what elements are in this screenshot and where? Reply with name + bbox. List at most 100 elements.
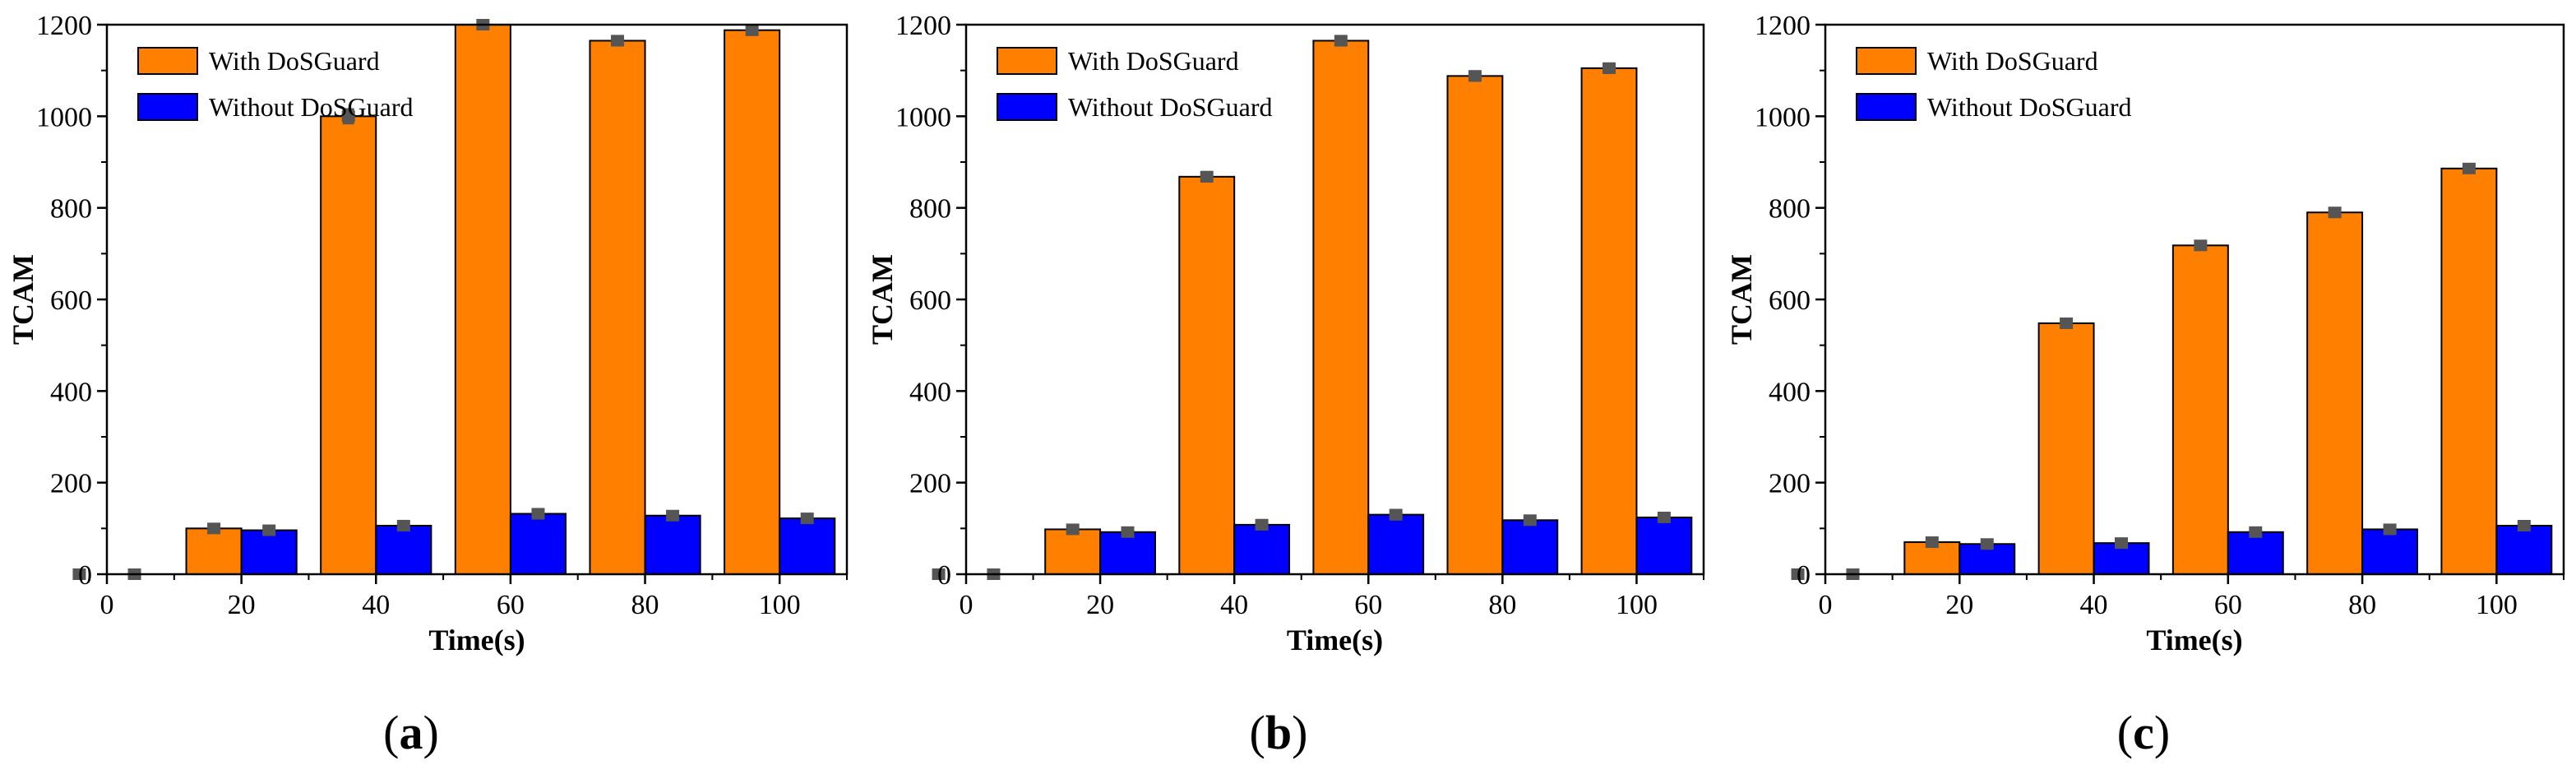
x-tick-label: 0 xyxy=(960,590,974,620)
legend-swatch-with xyxy=(997,47,1057,75)
legend: With DoSGuard Without DoSGuard xyxy=(997,46,1272,122)
error-bar-with-100 xyxy=(2462,162,2476,174)
bar-without-100 xyxy=(1635,516,1693,575)
y-tick-label: 400 xyxy=(50,377,92,407)
x-tick-label: 40 xyxy=(2080,590,2108,620)
y-tick-label: 200 xyxy=(50,469,92,499)
error-bar-marker xyxy=(2462,162,2476,174)
error-bar-marker xyxy=(1121,526,1135,538)
panel-label-open: ( xyxy=(383,706,399,759)
y-axis-title: TCAM xyxy=(7,254,39,345)
error-bar-marker xyxy=(1523,514,1537,526)
x-tick-label: 0 xyxy=(1819,590,1833,620)
error-bar-with-20 xyxy=(1925,536,1939,549)
error-bar-marker xyxy=(207,522,221,535)
error-bar-with-20 xyxy=(1066,523,1080,536)
error-bar-marker xyxy=(1389,508,1403,521)
panel-label: (c) xyxy=(2117,706,2170,759)
panel-label-open: ( xyxy=(2117,706,2133,759)
bar-without-80 xyxy=(1501,519,1559,576)
legend-swatch-without xyxy=(137,93,198,121)
error-bar-without-40 xyxy=(1255,518,1269,531)
legend-label-with: With DoSGuard xyxy=(1068,46,1239,76)
bar-with-40 xyxy=(2037,322,2095,575)
bar-with-100 xyxy=(2440,167,2498,575)
error-bar-without-20 xyxy=(262,524,276,536)
y-tick-label: 200 xyxy=(1769,469,1811,499)
y-tick-label: 800 xyxy=(50,194,92,225)
error-bar-with-0 xyxy=(72,568,86,580)
x-axis-title: Time(s) xyxy=(2146,624,2242,656)
panel-label: (a) xyxy=(383,706,439,759)
y-tick-label: 400 xyxy=(1769,377,1811,407)
bar-without-100 xyxy=(779,517,836,575)
error-bar-marker xyxy=(1925,536,1939,549)
y-tick-label: 1200 xyxy=(1755,11,1811,41)
error-bar-marker xyxy=(262,524,276,536)
x-tick-label: 20 xyxy=(228,590,256,620)
error-bar-marker xyxy=(2060,317,2074,329)
error-bar-without-80 xyxy=(1523,514,1537,526)
bar-with-40 xyxy=(320,115,377,576)
error-bar-with-0 xyxy=(932,568,946,580)
x-tick-label: 0 xyxy=(100,590,114,620)
error-bar-with-40 xyxy=(2060,317,2074,329)
bar-with-40 xyxy=(1178,175,1236,576)
y-tick-label: 400 xyxy=(909,377,951,407)
x-tick-label: 20 xyxy=(1945,590,1973,620)
error-bar-without-60 xyxy=(2249,526,2263,538)
panel-label: (b) xyxy=(1250,706,1308,759)
bar-without-60 xyxy=(1367,513,1425,576)
error-bar-without-100 xyxy=(2517,519,2531,531)
legend-swatch-without xyxy=(1856,93,1917,121)
error-bar-without-80 xyxy=(2383,523,2397,536)
error-bar-without-100 xyxy=(1657,511,1671,523)
bar-with-60 xyxy=(2171,244,2229,575)
error-bar-marker xyxy=(396,519,410,531)
error-bar-with-100 xyxy=(745,24,759,36)
chart-panel-c: 0 200 400 600 800 1000 1200 0 20 40 60 80 100 Time(s)… xyxy=(1725,11,2565,759)
y-tick-label: 1200 xyxy=(36,11,92,41)
x-tick-label: 40 xyxy=(362,590,390,620)
x-tick-label: 100 xyxy=(1616,590,1658,620)
error-bar-marker xyxy=(2115,537,2129,550)
error-bar-with-80 xyxy=(2328,206,2342,219)
bar-without-40 xyxy=(375,524,432,576)
bar-without-20 xyxy=(240,529,298,575)
bar-with-100 xyxy=(724,29,781,576)
y-tick-label: 600 xyxy=(1769,285,1811,316)
error-bar-marker xyxy=(611,35,624,47)
y-tick-label: 1200 xyxy=(895,11,951,41)
error-bar-without-100 xyxy=(800,513,814,525)
panel-label-letter: b xyxy=(1265,706,1292,759)
error-bar-marker xyxy=(1200,170,1214,183)
error-bar-marker xyxy=(800,513,814,525)
y-tick-label: 600 xyxy=(50,285,92,316)
legend: With DoSGuard Without DoSGuard xyxy=(1856,46,2131,122)
bar-with-20 xyxy=(1044,528,1102,575)
error-bar-marker xyxy=(72,568,86,580)
bar-with-80 xyxy=(1446,75,1504,575)
panel-label-close: ) xyxy=(1292,706,1307,759)
y-tick-label: 1000 xyxy=(1755,102,1811,132)
error-bar-marker xyxy=(1980,538,1994,550)
bar-without-60 xyxy=(2227,531,2284,576)
chart-panel-a: 0 200 400 600 800 1000 1200 0 20 40 60 80 100 Time(s)… xyxy=(7,11,849,759)
error-bar-without-80 xyxy=(666,509,680,522)
bar-without-80 xyxy=(2361,528,2419,575)
legend-label-without: Without DoSGuard xyxy=(1068,92,1272,122)
error-bar-with-20 xyxy=(207,522,221,535)
y-tick-label: 0 xyxy=(78,560,92,591)
x-tick-label: 60 xyxy=(497,590,525,620)
bar-with-60 xyxy=(454,24,511,575)
error-bar-without-20 xyxy=(1980,538,1994,550)
y-axis-title: TCAM xyxy=(1725,254,1758,345)
error-bar-marker xyxy=(932,568,946,580)
error-bar-marker xyxy=(341,110,355,123)
error-bar-without-60 xyxy=(531,508,545,520)
x-tick-label: 80 xyxy=(2348,590,2376,620)
panel-label-close: ) xyxy=(423,706,439,759)
error-bar-marker xyxy=(2517,519,2531,531)
legend-label-without: Without DoSGuard xyxy=(1927,92,2131,122)
